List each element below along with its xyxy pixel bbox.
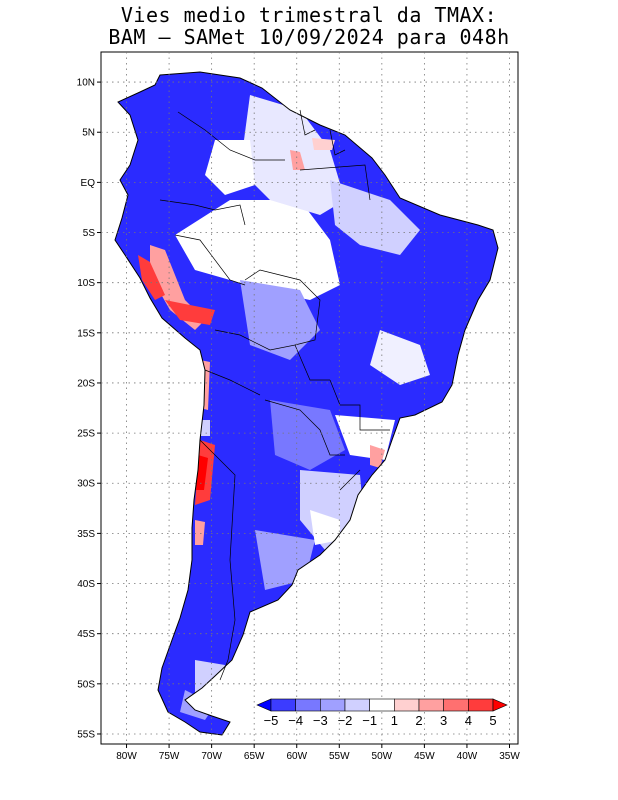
title-line-2: BAM – SAMet 10/09/2024 para 048h: [108, 25, 510, 49]
lat-tick-label: 25S: [77, 429, 95, 440]
lon-tick-label: 70W: [201, 751, 222, 762]
latitude-labels: 10N 5N EQ 5S 10S 15S 20S 25S 30S 35S 40S 45S 50S 55S: [77, 78, 101, 740]
colorbar-label: −3: [313, 713, 328, 728]
lat-tick-label: 30S: [77, 479, 95, 490]
lon-tick-label: 60W: [286, 751, 307, 762]
lat-tick-label: 20S: [77, 378, 95, 389]
lon-tick-label: 65W: [244, 751, 265, 762]
colorbar: −5 −4 −3 −2 −1 1 2 3 4 5: [256, 698, 508, 728]
coastline: [114, 71, 499, 736]
colorbar-label: 1: [391, 713, 398, 728]
lon-tick-label: 80W: [116, 751, 137, 762]
lat-tick-label: 10N: [77, 78, 95, 89]
lon-tick-label: 50W: [372, 751, 393, 762]
colorbar-high-arrow: [492, 698, 508, 712]
graticule: [101, 52, 518, 744]
colorbar-label: −4: [288, 713, 303, 728]
colorbar-label: 3: [440, 713, 447, 728]
colorbar-swatch: [418, 698, 444, 712]
title-line-1: Vies medio trimestral da TMAX:: [120, 3, 498, 27]
lat-tick-label: 15S: [77, 328, 95, 339]
colorbar-swatch: [369, 698, 395, 712]
longitude-labels: 80W 75W 70W 65W 60W 55W 50W 45W 40W 35W: [116, 744, 520, 762]
lat-tick-label: 40S: [77, 579, 95, 590]
colorbar-label: −2: [338, 713, 353, 728]
colorbar-swatch: [468, 698, 494, 712]
colorbar-swatch: [344, 698, 370, 712]
lat-tick-label: 45S: [77, 629, 95, 640]
colorbar-swatch: [270, 698, 296, 712]
lon-tick-label: 40W: [457, 751, 478, 762]
lon-tick-label: 75W: [159, 751, 180, 762]
lat-tick-label: 50S: [77, 679, 95, 690]
colorbar-label: −1: [362, 713, 377, 728]
lat-tick-label: 5N: [82, 128, 95, 139]
lat-tick-label: 10S: [77, 278, 95, 289]
lat-tick-label: EQ: [81, 178, 96, 189]
colorbar-swatch: [394, 698, 420, 712]
lon-tick-label: 35W: [499, 751, 520, 762]
colorbar-label: 5: [489, 713, 496, 728]
colorbar-swatch: [320, 698, 346, 712]
country-borders: [159, 109, 390, 681]
colorbar-label: 2: [415, 713, 422, 728]
colorbar-swatch: [295, 698, 321, 712]
colorbar-swatch: [443, 698, 469, 712]
lat-tick-label: 35S: [77, 529, 95, 540]
colorbar-label: −5: [264, 713, 279, 728]
colorbar-label: 4: [465, 713, 472, 728]
lat-tick-label: 55S: [77, 729, 95, 740]
lon-tick-label: 55W: [329, 751, 350, 762]
lon-tick-label: 45W: [414, 751, 435, 762]
lat-tick-label: 5S: [83, 228, 96, 239]
